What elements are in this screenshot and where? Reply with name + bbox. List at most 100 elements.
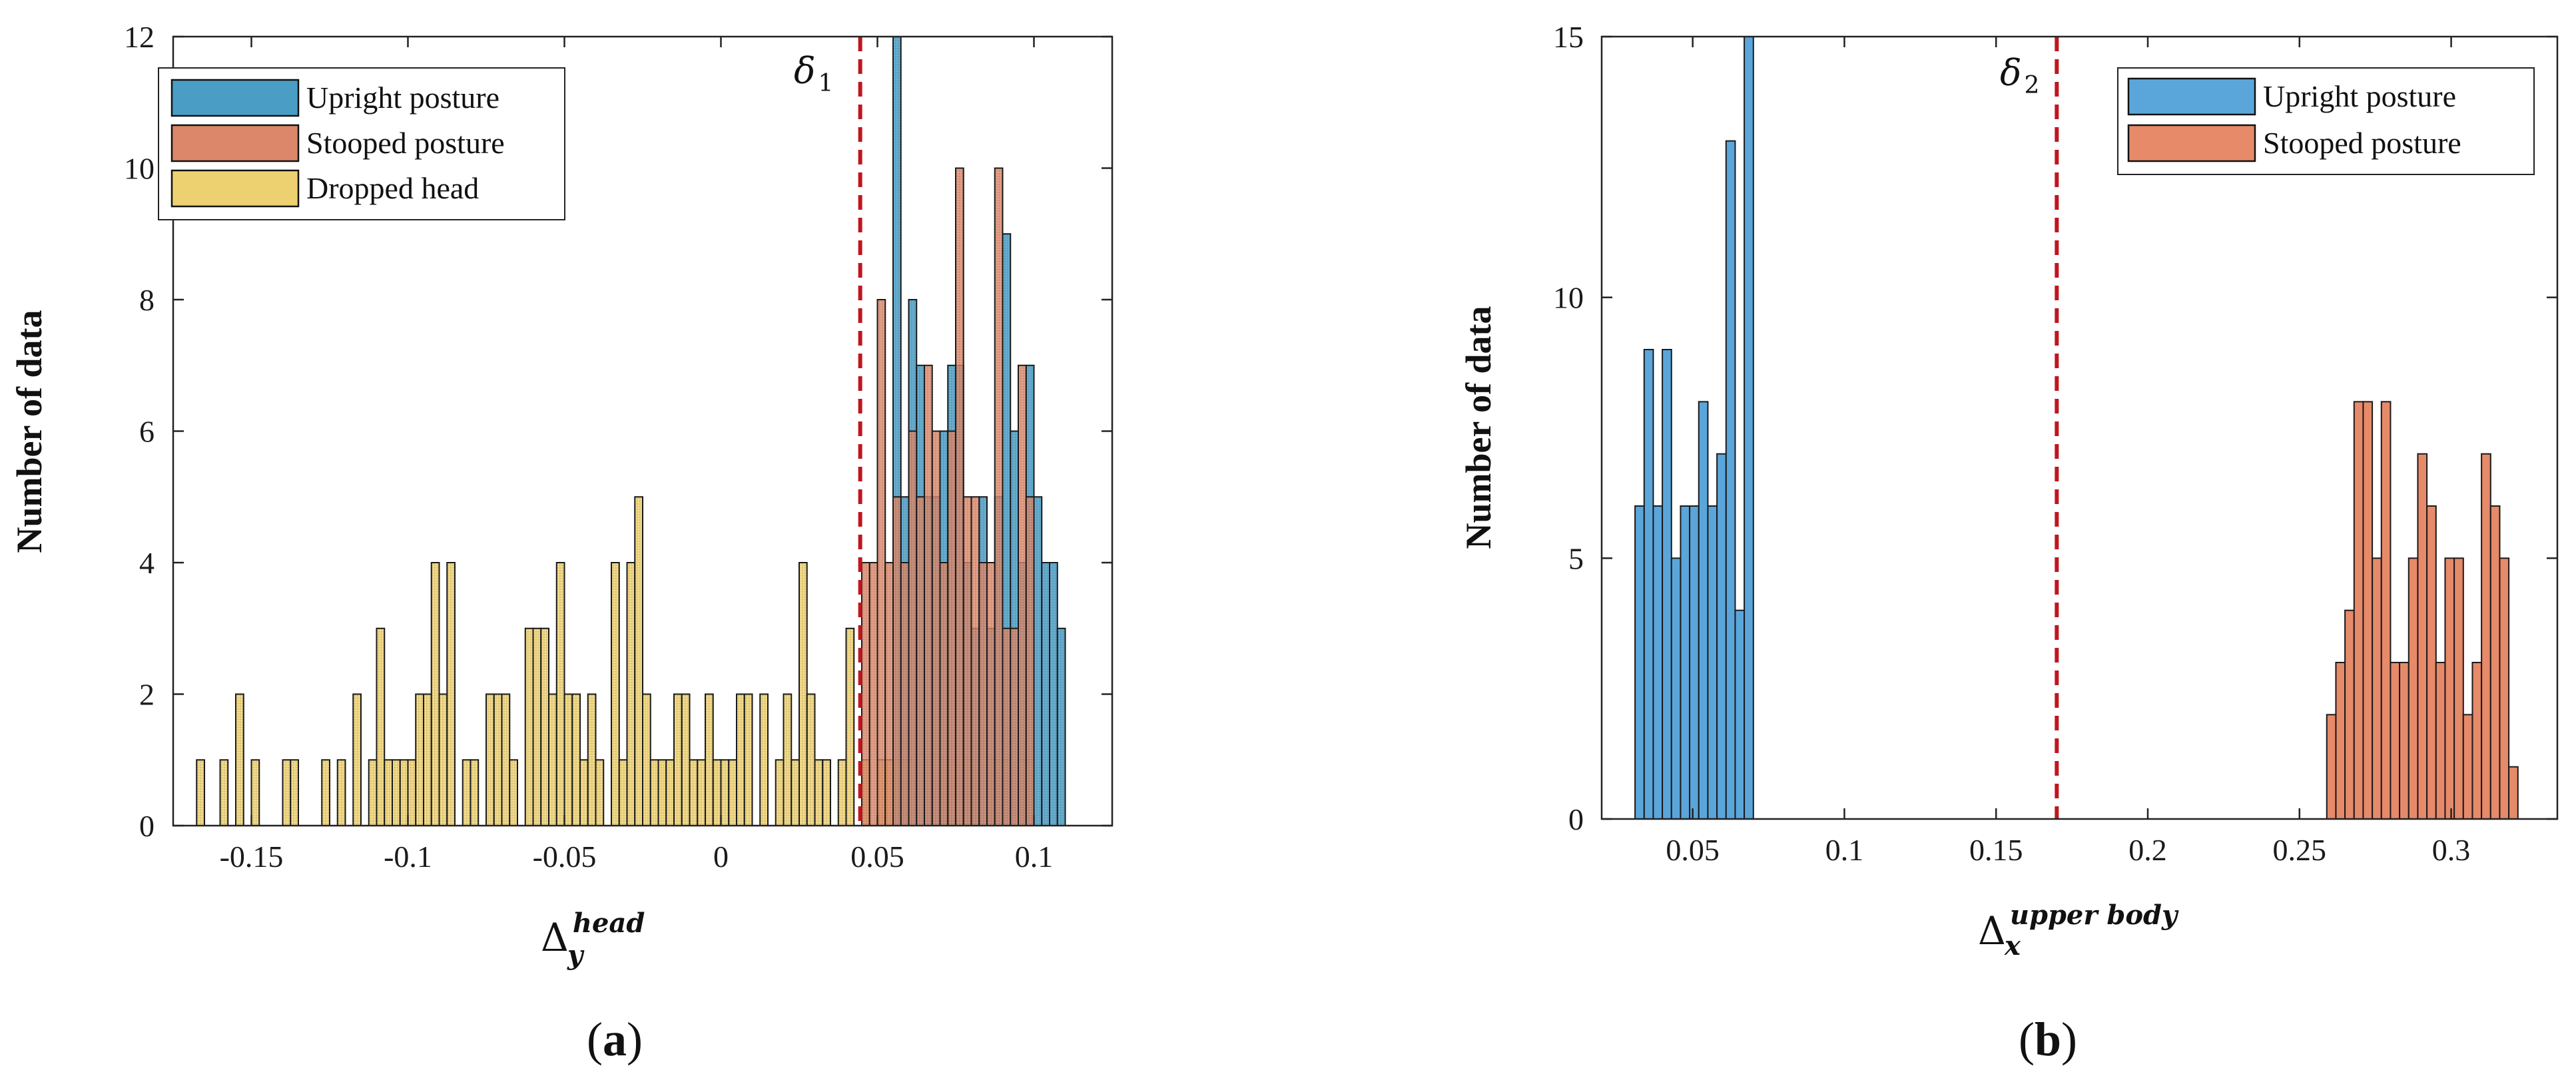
panel-a-bar-stooped-posture-17-texture <box>994 168 1003 826</box>
panel-a-bar-stooped-posture-16-texture <box>987 563 995 826</box>
panel-b-ytick-label: 15 <box>1553 20 1584 54</box>
panel-a-bar-dropped-head-46-texture <box>689 760 698 826</box>
panel-a-bar-dropped-head-27-texture <box>533 628 541 826</box>
panel-b-threshold-symbol: δ <box>2000 52 2022 94</box>
panel-a-legend: Upright posture Stooped posture Dropped … <box>158 67 565 220</box>
panel-b-threshold-sub: 2 <box>2025 72 2040 99</box>
panel-b-bar-stooped-posture-12 <box>2435 662 2446 819</box>
panel-b-ytick-label: 5 <box>1568 541 1584 575</box>
panel-b-bar-stooped-posture-15 <box>2462 714 2473 819</box>
panel-b-legend: Upright posture Stooped posture <box>2117 67 2535 175</box>
panel-b-xtick-label: 0.05 <box>1666 833 1720 867</box>
panel-a-bar-dropped-head-13-texture <box>400 760 408 826</box>
panel-b-bar-stooped-posture-1 <box>2335 662 2346 819</box>
panel-b-bar-upright-posture-11 <box>1734 609 1746 819</box>
panel-a-ytick-label: 8 <box>139 283 155 317</box>
panel-b-caption: (b) <box>2019 1013 2077 1066</box>
panel-a-bar-dropped-head-44-texture <box>674 694 682 826</box>
panel-a-xtick-label: 0 <box>713 840 729 874</box>
panel-b-xlabel-symbol: Δ <box>1978 908 2006 953</box>
panel-a-bar-dropped-head-20-texture <box>462 760 471 826</box>
panel-b-axes-box <box>1600 35 2559 820</box>
panel-a-bar-dropped-head-29-texture <box>549 694 557 826</box>
panel-a-legend-label-dropped: Dropped head <box>306 171 479 205</box>
panel-a-bar-stooped-posture-4-texture <box>893 497 901 826</box>
panel-a-xtick-label: -0.15 <box>220 840 284 874</box>
panel-a-bar-dropped-head-53-texture <box>744 694 753 826</box>
panel-a-bar-dropped-head-55-texture <box>775 760 784 826</box>
panel-a-bar-dropped-head-50-texture <box>721 760 729 826</box>
panel-a-threshold-sub: 1 <box>818 70 834 97</box>
panel-b-bar-stooped-posture-0 <box>2326 714 2337 819</box>
panel-a-bar-dropped-head-41-texture <box>650 760 659 826</box>
panel-a-bar-dropped-head-11-texture <box>384 760 392 826</box>
panel-b-xtick-label: 0.25 <box>2273 833 2327 867</box>
panel-b-bar-upright-posture-6 <box>1689 505 1700 819</box>
panel-a-xlabel: Δ head y <box>541 908 647 971</box>
panel-a-bar-dropped-head-31-texture <box>564 694 573 826</box>
panel-a-bar-dropped-head-32-texture <box>572 694 580 826</box>
panel-a-bar-dropped-head-34-texture <box>587 694 596 826</box>
panel-a-legend-swatch-upright <box>170 79 300 117</box>
panel-b-bar-upright-posture-5 <box>1680 505 1691 819</box>
panel-a-bar-dropped-head-42-texture <box>658 760 667 826</box>
panel-a-bar-dropped-head-18-texture <box>439 694 448 826</box>
panel-a-bar-stooped-posture-1-texture <box>869 563 878 826</box>
panel-a-bar-dropped-head-35-texture <box>595 760 604 826</box>
panel-a-ylabel: Number of data <box>9 310 49 553</box>
panel-b-bar-stooped-posture-6 <box>2380 401 2392 819</box>
panel-a-bar-dropped-head-1-texture <box>220 760 228 826</box>
panel-a-bar-stooped-posture-0-texture <box>862 563 870 826</box>
panel-a-bar-upright-posture-19-texture <box>1042 563 1050 826</box>
panel-a-bar-dropped-head-61-texture <box>822 760 830 826</box>
panel-a-bar-dropped-head-28-texture <box>541 628 549 826</box>
panel-b-bar-stooped-posture-7 <box>2390 662 2401 819</box>
panel-a-xtick-label: 0.1 <box>1015 840 1054 874</box>
panel-a-bar-dropped-head-17-texture <box>431 563 440 826</box>
panel-a-ytick-label: 0 <box>139 809 155 843</box>
panel-b-bar-stooped-posture-20 <box>2508 766 2519 819</box>
panel-b-bar-stooped-posture-13 <box>2444 557 2455 819</box>
panel-a-bar-stooped-posture-18-texture <box>1002 628 1011 826</box>
panel-b-ylabel: Number of data <box>1458 306 1498 549</box>
panel-a-bar-dropped-head-58-texture <box>799 563 807 826</box>
panel-a-bar-dropped-head-25-texture <box>509 760 517 826</box>
panel-a-bar-dropped-head-19-texture <box>447 563 455 826</box>
panel-b-xlabel: Δ upper body x <box>1978 900 2180 961</box>
panel-a-bar-upright-posture-20-texture <box>1050 563 1058 826</box>
panel-a-caption-letter: a <box>603 1013 627 1066</box>
panel-a-bar-dropped-head-49-texture <box>713 760 721 826</box>
panel-a-bar-dropped-head-59-texture <box>806 694 815 826</box>
panel-b-bar-upright-posture-4 <box>1670 557 1682 819</box>
panel-a-bar-dropped-head-24-texture <box>501 694 510 826</box>
panel-b-legend-label-upright: Upright posture <box>2263 79 2456 113</box>
panel-b-bar-stooped-posture-16 <box>2471 662 2483 819</box>
panel-b-bar-upright-posture-9 <box>1716 453 1727 819</box>
panel-a-bar-stooped-posture-8-texture <box>924 365 932 826</box>
panel-b-bar-stooped-posture-19 <box>2499 557 2510 819</box>
panel-a-bar-dropped-head-40-texture <box>643 694 651 826</box>
panel-a-bar-upright-posture-0-texture <box>893 37 901 826</box>
panel-a-bar-stooped-posture-19-texture <box>1010 628 1018 826</box>
panel-a-bar-dropped-head-16-texture <box>424 694 432 826</box>
panel-a-xtick-label: -0.1 <box>384 840 432 874</box>
panel-a: -0.15 -0.1 -0.05 0 0.05 0.1 0 2 4 6 8 10 12 Number o… <box>9 20 1114 1066</box>
panel-a-bar-stooped-posture-7-texture <box>916 497 924 826</box>
panel-b-ytick-label: 10 <box>1553 281 1584 315</box>
panel-a-bar-dropped-head-12-texture <box>392 760 400 826</box>
panel-a-bar-stooped-posture-6-texture <box>908 431 917 826</box>
panel-a-bar-upright-posture-14-texture <box>1002 234 1011 826</box>
panel-a-bar-stooped-posture-9-texture <box>932 431 940 826</box>
panel-a-xlabel-symbol: Δ <box>541 915 569 960</box>
panel-a-bar-dropped-head-26-texture <box>525 628 533 826</box>
panel-a-bar-dropped-head-45-texture <box>681 694 690 826</box>
panel-b-bar-stooped-posture-4 <box>2362 401 2374 819</box>
panel-a-bar-dropped-head-0-texture <box>196 760 204 826</box>
panel-a-bar-dropped-head-23-texture <box>493 694 502 826</box>
panel-a-bar-dropped-head-63-texture <box>846 628 854 826</box>
panel-b-caption-letter: b <box>2035 1013 2061 1066</box>
panel-b-legend-swatch-upright <box>2127 77 2256 116</box>
panel-a-bar-dropped-head-6-texture <box>322 760 330 826</box>
panel-a-bar-dropped-head-21-texture <box>470 760 479 826</box>
panel-b-xlabel-sup: upper body <box>2010 900 2179 931</box>
